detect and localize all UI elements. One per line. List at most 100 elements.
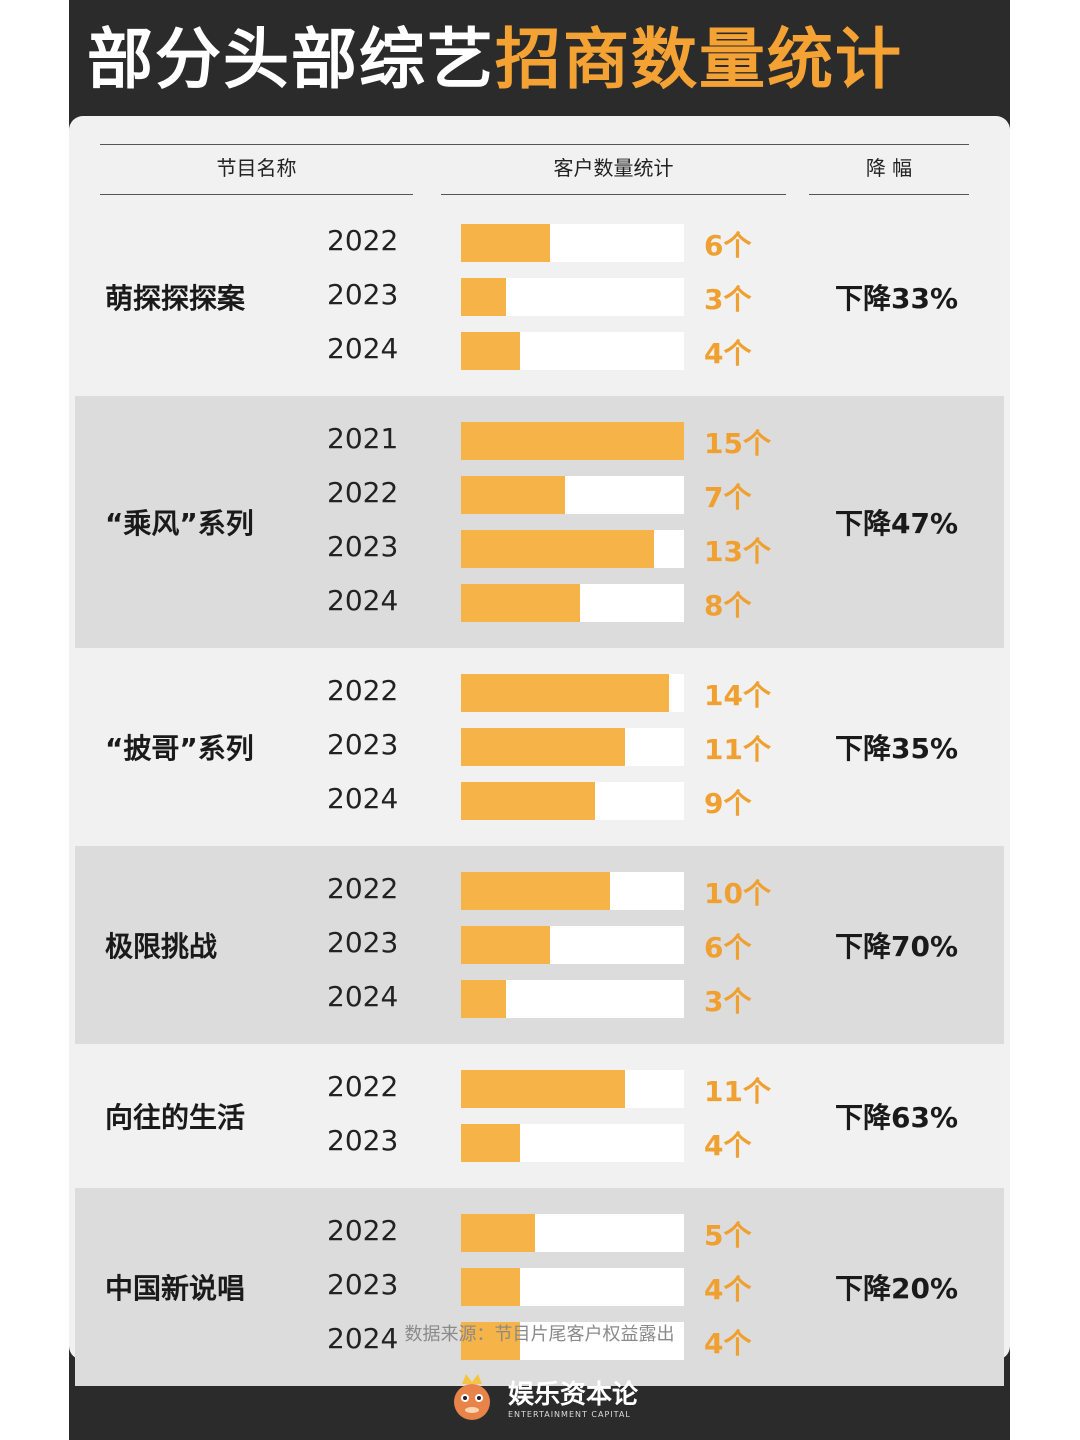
count-label: 3个 xyxy=(704,985,752,1018)
bar-fill xyxy=(461,332,521,370)
bar-track xyxy=(461,1070,684,1108)
year-label: 2024 xyxy=(327,332,399,365)
year-label: 2021 xyxy=(327,422,399,455)
bar-fill xyxy=(461,278,506,316)
footer-brand-en: ENTERTAINMENT CAPITAL xyxy=(508,1410,631,1419)
bar-track xyxy=(461,422,684,460)
bar-track xyxy=(461,926,684,964)
bar-track xyxy=(461,728,684,766)
count-label: 4个 xyxy=(704,337,752,370)
program-name: “披哥”系列 xyxy=(105,732,254,765)
bar-track xyxy=(461,872,684,910)
count-label: 4个 xyxy=(704,1129,752,1162)
bar-fill xyxy=(461,980,506,1018)
header-bottom-rule-program xyxy=(100,194,413,195)
bar-fill xyxy=(461,1322,521,1360)
year-label: 2024 xyxy=(327,584,399,617)
bar-fill xyxy=(461,926,551,964)
bar-fill xyxy=(461,530,655,568)
bar-track xyxy=(461,584,684,622)
bar-fill xyxy=(461,674,670,712)
bar-fill xyxy=(461,1214,536,1252)
year-label: 2023 xyxy=(327,728,399,761)
bar-track xyxy=(461,782,684,820)
bar-fill xyxy=(461,728,625,766)
bar-track xyxy=(461,674,684,712)
bar-fill xyxy=(461,1124,521,1162)
count-label: 13个 xyxy=(704,535,771,568)
count-label: 11个 xyxy=(704,1075,771,1108)
page-title: 部分头部综艺招商数量统计 xyxy=(87,14,903,106)
bar-track xyxy=(461,980,684,1018)
year-label: 2022 xyxy=(327,1214,399,1247)
header-bottom-rule-decline xyxy=(809,194,969,195)
program-name: “乘风”系列 xyxy=(105,507,254,540)
bar-fill xyxy=(461,872,610,910)
program-name: 萌探探探案 xyxy=(105,282,246,315)
year-label: 2023 xyxy=(327,926,399,959)
footer-brand: 娱乐资本论 xyxy=(508,1380,639,1410)
decline-value: 下降70% xyxy=(835,930,959,963)
year-label: 2023 xyxy=(327,530,399,563)
bar-track xyxy=(461,1322,684,1360)
year-label: 2024 xyxy=(327,980,399,1013)
bar-track xyxy=(461,224,684,262)
year-label: 2023 xyxy=(327,1268,399,1301)
bar-fill xyxy=(461,422,684,460)
header-clients: 客户数量统计 xyxy=(553,156,674,180)
year-label: 2024 xyxy=(327,782,399,815)
poster: 部分头部综艺招商数量统计 节目名称 客户数量统计 降 幅 萌探探探案 下降33% 2… xyxy=(69,0,1010,1440)
bar-track xyxy=(461,1214,684,1252)
decline-value: 下降47% xyxy=(835,507,959,540)
count-label: 15个 xyxy=(704,427,771,460)
count-label: 9个 xyxy=(704,787,752,820)
bar-fill xyxy=(461,1268,521,1306)
year-label: 2022 xyxy=(327,224,399,257)
count-label: 7个 xyxy=(704,481,752,514)
count-label: 6个 xyxy=(704,229,752,262)
table-card: 节目名称 客户数量统计 降 幅 萌探探探案 下降33% 2022 6个 2023 3个 20… xyxy=(69,116,1010,1386)
count-label: 5个 xyxy=(704,1219,752,1252)
bar-track xyxy=(461,476,684,514)
year-label: 2024 xyxy=(327,1322,399,1355)
source-note: 数据来源：节目片尾客户权益露出 xyxy=(404,1324,675,1345)
count-label: 4个 xyxy=(704,1273,752,1306)
header-program: 节目名称 xyxy=(216,156,297,180)
bar-fill xyxy=(461,584,580,622)
bar-track xyxy=(461,278,684,316)
count-label: 4个 xyxy=(704,1327,752,1360)
bar-track xyxy=(461,1124,684,1162)
decline-value: 下降35% xyxy=(835,732,959,765)
header-bottom-rule-clients xyxy=(441,194,786,195)
header-decline: 降 幅 xyxy=(865,156,913,180)
year-label: 2023 xyxy=(327,1124,399,1157)
bar-fill xyxy=(461,1070,625,1108)
year-label: 2022 xyxy=(327,872,399,905)
count-label: 10个 xyxy=(704,877,771,910)
header-top-rule xyxy=(100,144,969,145)
count-label: 8个 xyxy=(704,589,752,622)
footer-logo: 娱乐资本论 ENTERTAINMENT CAPITAL xyxy=(444,1368,644,1428)
program-name: 中国新说唱 xyxy=(105,1272,246,1305)
count-label: 3个 xyxy=(704,283,752,316)
year-label: 2022 xyxy=(327,1070,399,1103)
count-label: 6个 xyxy=(704,931,752,964)
bar-track xyxy=(461,1268,684,1306)
bar-track xyxy=(461,332,684,370)
count-label: 14个 xyxy=(704,679,771,712)
year-label: 2023 xyxy=(327,278,399,311)
decline-value: 下降33% xyxy=(835,282,959,315)
decline-value: 下降63% xyxy=(835,1101,959,1134)
bar-fill xyxy=(461,476,566,514)
bar-track xyxy=(461,530,684,568)
year-label: 2022 xyxy=(327,674,399,707)
title-highlight: 招商数量统计 xyxy=(495,21,903,98)
year-label: 2022 xyxy=(327,476,399,509)
title-part1: 部分头部综艺 xyxy=(87,21,495,98)
program-name: 极限挑战 xyxy=(105,930,218,963)
mascot-logo-icon xyxy=(454,1374,490,1420)
count-label: 11个 xyxy=(704,733,771,766)
bar-fill xyxy=(461,782,595,820)
bar-fill xyxy=(461,224,551,262)
decline-value: 下降20% xyxy=(835,1272,959,1305)
